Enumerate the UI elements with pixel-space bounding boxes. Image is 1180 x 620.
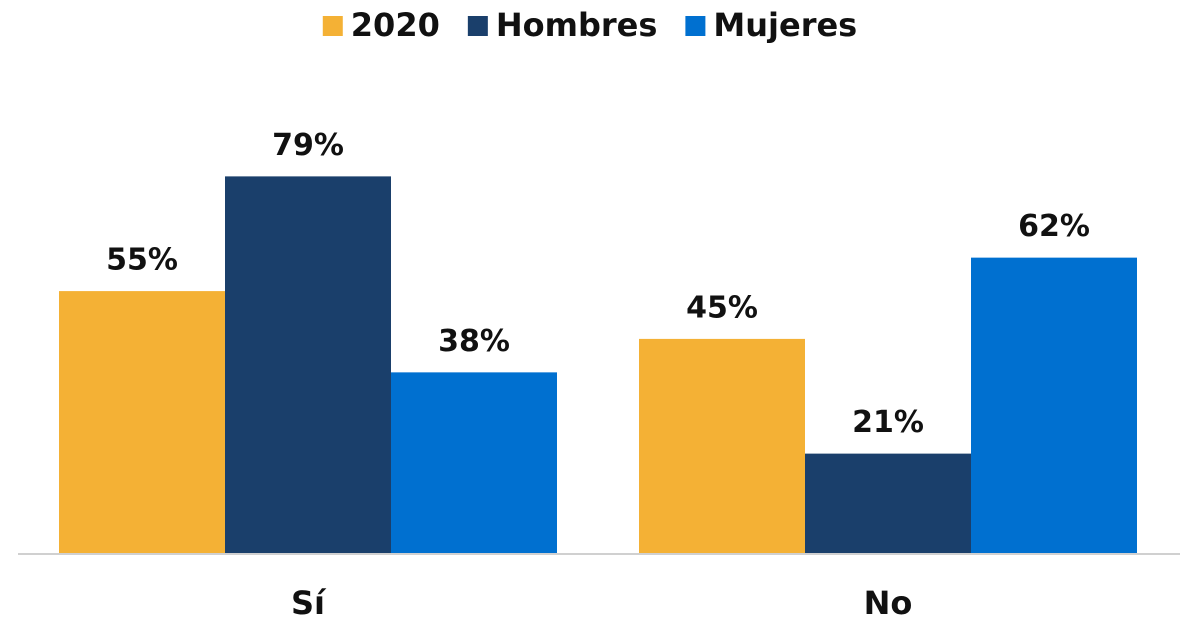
legend-swatch bbox=[685, 16, 706, 36]
value-label: 38% bbox=[438, 324, 510, 359]
bar bbox=[391, 372, 557, 554]
legend-label: Mujeres bbox=[713, 6, 857, 44]
legend-label: Hombres bbox=[496, 6, 658, 44]
bar bbox=[59, 291, 225, 554]
x-tick-label: Sí bbox=[291, 584, 327, 620]
x-tick-label: No bbox=[864, 584, 913, 620]
value-label: 55% bbox=[106, 243, 178, 278]
value-label: 79% bbox=[272, 128, 344, 163]
value-label: 62% bbox=[1018, 209, 1090, 244]
legend-swatch bbox=[467, 16, 488, 36]
legend-swatch bbox=[322, 16, 343, 36]
bar bbox=[805, 453, 971, 554]
value-label: 45% bbox=[686, 290, 758, 325]
bar bbox=[639, 338, 805, 554]
bar bbox=[971, 257, 1137, 554]
value-label: 21% bbox=[852, 405, 924, 440]
bar bbox=[225, 176, 391, 554]
legend-label: 2020 bbox=[351, 6, 440, 44]
